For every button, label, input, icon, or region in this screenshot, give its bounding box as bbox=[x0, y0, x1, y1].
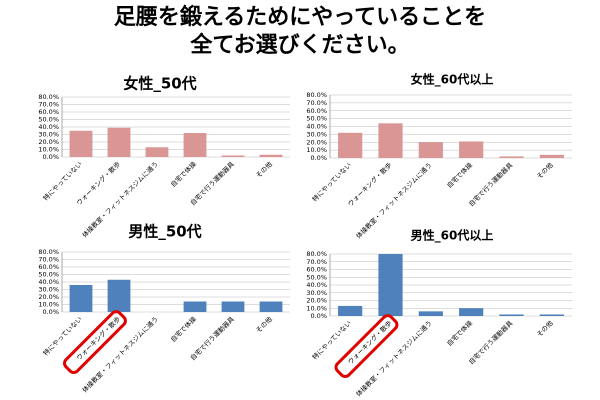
bar bbox=[183, 133, 207, 157]
x-tick-label: 自宅で行う運動器具 bbox=[467, 318, 515, 366]
y-tick-label: 40.0% bbox=[38, 278, 59, 286]
bar bbox=[145, 147, 169, 157]
bar bbox=[539, 314, 564, 316]
y-tick-label: 40.0% bbox=[38, 123, 59, 131]
bar bbox=[259, 154, 283, 157]
x-tick-label: 自宅で体操 bbox=[445, 160, 475, 190]
highlight-box bbox=[334, 314, 399, 378]
x-tick-label: 特にやっていない bbox=[310, 160, 353, 203]
y-tick-label: 50.0% bbox=[306, 115, 327, 123]
x-tick-label: その他 bbox=[535, 160, 556, 181]
bar bbox=[378, 123, 403, 158]
bar bbox=[259, 301, 283, 312]
y-tick-label: 70.0% bbox=[38, 101, 59, 109]
y-tick-label: 70.0% bbox=[38, 256, 59, 264]
slide-title: 足腰を鍛えるためにやっていることを bbox=[114, 4, 486, 30]
highlight-box bbox=[63, 310, 127, 374]
y-tick-label: 60.0% bbox=[38, 263, 59, 271]
y-tick-label: 60.0% bbox=[38, 108, 59, 116]
x-tick-label: 自宅で体操 bbox=[445, 318, 475, 348]
bar bbox=[107, 127, 131, 157]
chart-title: 女性_60代以上 bbox=[411, 72, 494, 88]
y-tick-label: 10.0% bbox=[38, 146, 59, 154]
x-tick-label: 自宅で体操 bbox=[168, 314, 198, 344]
x-tick-label: ウォーキング・散歩 bbox=[346, 160, 394, 208]
y-tick-label: 30.0% bbox=[306, 289, 327, 297]
bar bbox=[338, 305, 363, 316]
y-tick-label: 0.0% bbox=[42, 308, 59, 316]
slide-title: 全てお選びください。 bbox=[189, 32, 409, 58]
y-tick-label: 10.0% bbox=[306, 146, 327, 154]
y-tick-label: 60.0% bbox=[306, 266, 327, 274]
bar bbox=[107, 279, 131, 312]
y-tick-label: 0.0% bbox=[42, 153, 59, 161]
y-tick-label: 70.0% bbox=[306, 258, 327, 266]
bar bbox=[459, 308, 484, 316]
x-tick-label: その他 bbox=[254, 159, 275, 180]
y-tick-label: 20.0% bbox=[306, 297, 327, 305]
y-tick-label: 0.0% bbox=[310, 154, 327, 162]
y-tick-label: 20.0% bbox=[38, 138, 59, 146]
bar bbox=[221, 301, 245, 312]
y-tick-label: 50.0% bbox=[306, 273, 327, 281]
x-tick-label: 自宅で体操 bbox=[168, 159, 198, 189]
y-tick-label: 40.0% bbox=[306, 123, 327, 131]
y-tick-label: 50.0% bbox=[38, 116, 59, 124]
y-tick-label: 60.0% bbox=[306, 107, 327, 115]
y-tick-label: 20.0% bbox=[38, 293, 59, 301]
bar bbox=[499, 314, 524, 316]
y-tick-label: 20.0% bbox=[306, 138, 327, 146]
x-tick-label: その他 bbox=[254, 314, 275, 335]
x-tick-label: 特にやっていない bbox=[41, 314, 84, 357]
y-tick-label: 10.0% bbox=[38, 301, 59, 309]
y-tick-label: 80.0% bbox=[306, 250, 327, 258]
y-tick-label: 30.0% bbox=[38, 286, 59, 294]
bar bbox=[221, 155, 245, 157]
y-tick-label: 10.0% bbox=[306, 304, 327, 312]
bar bbox=[418, 142, 443, 158]
bar bbox=[378, 254, 403, 316]
y-tick-label: 80.0% bbox=[38, 248, 59, 256]
y-tick-label: 30.0% bbox=[38, 131, 59, 139]
x-tick-label: 自宅で行う運動器具 bbox=[467, 160, 515, 208]
x-tick-label: 特にやっていない bbox=[41, 159, 84, 202]
y-tick-label: 80.0% bbox=[38, 93, 59, 101]
x-tick-label: その他 bbox=[535, 318, 556, 339]
y-tick-label: 80.0% bbox=[306, 91, 327, 99]
x-tick-label: ウォーキング・散歩 bbox=[346, 318, 394, 366]
bar bbox=[539, 154, 564, 158]
chart-title: 女性_50代 bbox=[123, 75, 196, 93]
y-tick-label: 0.0% bbox=[310, 312, 327, 320]
y-tick-label: 70.0% bbox=[306, 99, 327, 107]
bar bbox=[418, 311, 443, 316]
bar bbox=[459, 141, 484, 158]
bar bbox=[69, 285, 93, 312]
bar bbox=[338, 132, 363, 158]
bar bbox=[183, 301, 207, 312]
chart-title: 男性_60代以上 bbox=[411, 228, 494, 244]
chart-title: 男性_50代 bbox=[128, 223, 201, 241]
y-tick-label: 30.0% bbox=[306, 130, 327, 138]
y-tick-label: 50.0% bbox=[38, 271, 59, 279]
bar bbox=[69, 130, 93, 157]
y-tick-label: 40.0% bbox=[306, 281, 327, 289]
bar bbox=[499, 156, 524, 158]
